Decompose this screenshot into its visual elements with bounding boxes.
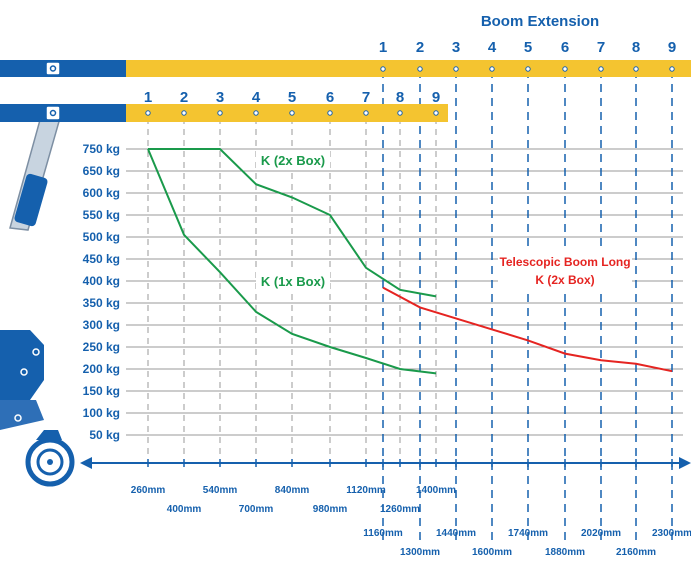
- lower-position-label: 1: [144, 89, 152, 106]
- boom-position-marker: [145, 110, 151, 116]
- y-tick-label: 750 kg: [83, 142, 120, 156]
- upper-position-label: 5: [524, 39, 532, 56]
- x-axis-arrow-right: [679, 457, 691, 469]
- lower-position-label: 6: [326, 89, 334, 106]
- upper-position-label: 9: [668, 39, 676, 56]
- x-tick-label: 1260mm: [380, 504, 420, 515]
- x-tick-label: 980mm: [313, 504, 348, 515]
- boom-position-marker: [327, 110, 333, 116]
- boom-position-bars: [0, 60, 691, 122]
- x-tick-label: 1120mm: [346, 485, 386, 496]
- y-tick-label: 50 kg: [89, 428, 120, 442]
- x-tick-label: 1300mm: [400, 547, 440, 558]
- boom-position-marker: [433, 110, 439, 116]
- boom-position-marker: [562, 66, 568, 72]
- boom-position-marker: [380, 66, 386, 72]
- x-axis: [80, 457, 691, 469]
- boom-position-marker: [669, 66, 675, 72]
- upper-position-label: 6: [561, 39, 569, 56]
- label-bg: [256, 272, 330, 290]
- series-label-k-2x-box: K (2x Box): [261, 153, 325, 168]
- y-tick-label: 300 kg: [83, 318, 120, 332]
- upper-position-label: 3: [452, 39, 460, 56]
- crane-arm-icon: [0, 117, 62, 430]
- x-tick-label: 1740mm: [508, 528, 548, 539]
- boom-position-marker: [289, 110, 295, 116]
- x-tick-label: 260mm: [131, 485, 166, 496]
- x-tick-label: 1880mm: [545, 547, 585, 558]
- boom-position-marker: [181, 110, 187, 116]
- lower-position-label: 2: [180, 89, 188, 106]
- boom-position-marker: [217, 110, 223, 116]
- y-tick-label: 400 kg: [83, 274, 120, 288]
- y-tick-label: 250 kg: [83, 340, 120, 354]
- wheel-icon: [25, 430, 75, 487]
- boom-bracket-icon: [45, 105, 61, 121]
- x-tick-label: 840mm: [275, 485, 310, 496]
- chart-grid: [126, 70, 683, 545]
- upper-position-label: 1: [379, 39, 387, 56]
- upper-position-label: 2: [416, 39, 424, 56]
- series-label-telescopic-line1: Telescopic Boom Long: [499, 255, 630, 269]
- x-tick-label: 1160mm: [363, 528, 403, 539]
- boom-arm-segment: [0, 60, 126, 77]
- lower-position-label: 4: [252, 89, 261, 106]
- x-tick-label: 540mm: [203, 485, 238, 496]
- x-tick-label: 1440mm: [436, 528, 476, 539]
- lower-position-label: 7: [362, 89, 370, 106]
- boom-position-marker: [525, 66, 531, 72]
- lower-position-label: 9: [432, 89, 440, 106]
- lower-position-label: 8: [396, 89, 404, 106]
- lower-position-label: 5: [288, 89, 296, 106]
- label-bg: [498, 252, 632, 288]
- x-tick-label: 2160mm: [616, 547, 656, 558]
- boom-position-marker: [453, 66, 459, 72]
- series-label-k-1x-box: K (1x Box): [261, 274, 325, 289]
- boom-position-marker: [417, 66, 423, 72]
- y-tick-label: 350 kg: [83, 296, 120, 310]
- boom-position-marker: [633, 66, 639, 72]
- boom-position-marker: [363, 110, 369, 116]
- x-tick-label: 1600mm: [472, 547, 512, 558]
- x-tick-label: 700mm: [239, 504, 274, 515]
- x-tick-label: 400mm: [167, 504, 202, 515]
- x-axis-arrow-left: [80, 457, 92, 469]
- y-tick-label: 600 kg: [83, 186, 120, 200]
- upper-position-label: 8: [632, 39, 640, 56]
- boom-position-marker: [253, 110, 259, 116]
- boom-yellow-segment: [126, 60, 691, 77]
- y-tick-label: 150 kg: [83, 384, 120, 398]
- label-bg: [256, 151, 330, 169]
- boom-bracket-icon: [45, 61, 61, 76]
- y-tick-label: 450 kg: [83, 252, 120, 266]
- chart-series: [147, 148, 673, 375]
- upper-position-label: 4: [488, 39, 497, 56]
- x-tick-label: 2300mm: [652, 528, 691, 539]
- boom-arm-segment: [0, 104, 126, 122]
- series-label-telescopic-line2: K (2x Box): [535, 273, 594, 287]
- y-tick-label: 500 kg: [83, 230, 120, 244]
- y-tick-label: 650 kg: [83, 164, 120, 178]
- boom-extension-title: Boom Extension: [481, 13, 599, 30]
- x-tick-label: 2020mm: [581, 528, 621, 539]
- y-tick-label: 200 kg: [83, 362, 120, 376]
- x-tick-label: 1400mm: [416, 485, 456, 496]
- boom-position-marker: [397, 110, 403, 116]
- y-tick-label: 100 kg: [83, 406, 120, 420]
- upper-position-label: 7: [597, 39, 605, 56]
- lower-position-label: 3: [216, 89, 224, 106]
- boom-yellow-segment: [126, 104, 448, 122]
- y-tick-label: 550 kg: [83, 208, 120, 222]
- boom-position-marker: [598, 66, 604, 72]
- boom-position-marker: [489, 66, 495, 72]
